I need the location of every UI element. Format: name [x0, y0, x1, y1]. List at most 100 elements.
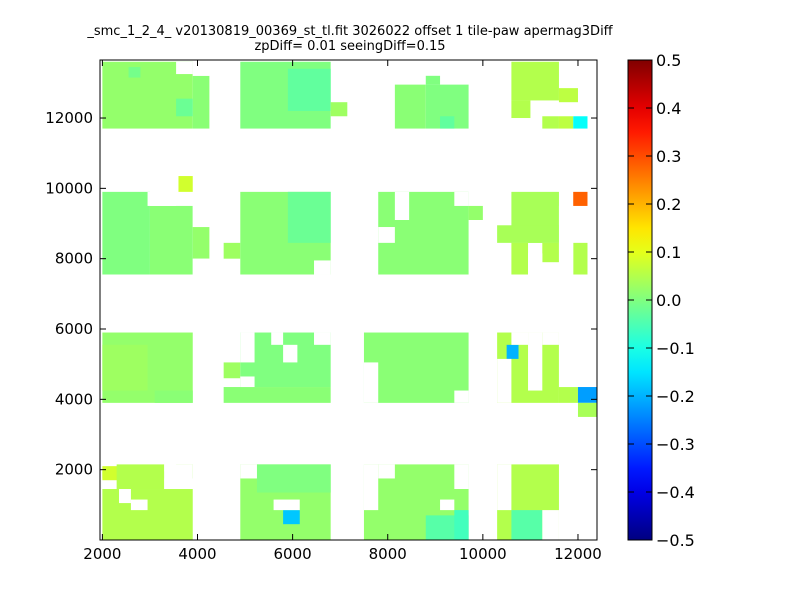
heatmap-cell: [558, 387, 578, 403]
x-tick-label: 4000: [178, 545, 216, 563]
x-tick-label: 12000: [554, 545, 602, 563]
heatmap-cell: [223, 362, 241, 379]
colorbar-tick-label: −0.2: [656, 387, 695, 406]
heatmap-cell: [256, 464, 331, 493]
heatmap-gap: [363, 464, 379, 511]
heatmap-gap: [283, 344, 298, 363]
heatmap-cell: [283, 510, 300, 525]
heatmap-gap: [314, 332, 331, 345]
colorbar: 0.5 0.4 0.3 0.2 0.1 0.0 −0.1 −0.2 −0.3 −0.4 −0.5: [627, 51, 695, 550]
heatmap-cell: [577, 402, 597, 417]
x-tick-label: 2000: [83, 545, 121, 563]
colorbar-tick-label: 0.5: [656, 51, 681, 70]
heatmap-gap: [454, 191, 469, 206]
colorbar-tick-label: −0.3: [656, 435, 695, 454]
heatmap-gap: [558, 205, 574, 275]
heatmap-cell: [511, 242, 529, 275]
heatmap-gap: [378, 227, 395, 243]
heatmap-gap: [130, 499, 148, 511]
x-tick-label: 10000: [459, 545, 507, 563]
colorbar-tick-label: −0.5: [656, 531, 695, 550]
colorbar-tick-label: 0.1: [656, 243, 681, 262]
heatmap-gap: [528, 332, 543, 391]
heatmap-cell: [223, 242, 241, 259]
plot-frame: [99, 59, 598, 541]
heatmap-gap: [363, 362, 379, 403]
heatmap-cell: [440, 116, 455, 129]
heatmap-cell: [149, 205, 193, 275]
heatmap-cell: [573, 191, 588, 206]
heatmap-cell: [192, 75, 210, 129]
y-tick-label: 12000: [45, 109, 93, 127]
heatmap-cell: [223, 387, 331, 403]
y-tick-label: 8000: [55, 250, 93, 268]
heatmap-cell: [102, 489, 193, 540]
heatmap-cell: [394, 84, 426, 129]
heatmap-gap: [314, 260, 331, 275]
heatmap-cell: [287, 68, 331, 111]
heatmap-cell: [468, 205, 483, 220]
heatmap-cell: [542, 116, 559, 129]
heatmap-cell: [425, 75, 441, 85]
colorbar-tick-label: 0.4: [656, 99, 681, 118]
heatmap-cell: [154, 390, 193, 403]
heatmap-cell: [454, 510, 469, 540]
heatmap-cell: [577, 387, 597, 403]
heatmap-cell: [511, 510, 543, 540]
heatmap-cell: [506, 344, 519, 359]
y-tick-label: 6000: [55, 320, 93, 338]
heatmap-cell: [511, 100, 531, 119]
chart-subtitle: zpDiff= 0.01 seeingDiff=0.15: [254, 39, 446, 54]
heatmap-gap: [240, 376, 255, 388]
x-tick-label: 8000: [369, 545, 407, 563]
x-axis: 2000 4000 6000 8000 10000 12000: [83, 60, 602, 563]
heatmap-gap: [378, 464, 395, 479]
colorbar-tick-label: −0.1: [656, 339, 695, 358]
heatmap-gap: [273, 499, 300, 511]
heatmap-cell: [363, 332, 469, 403]
heatmap-gap: [147, 191, 177, 206]
heatmap-gap: [497, 358, 512, 403]
heatmap-cell: [558, 116, 574, 129]
heatmap-gap: [440, 499, 455, 511]
heatmap-gap: [511, 332, 529, 345]
heatmap-gap: [192, 191, 210, 228]
heatmap-cell: [511, 61, 559, 101]
colorbar-tick-label: −0.4: [656, 483, 695, 502]
heatmap-gap: [558, 332, 578, 388]
heatmap-gap: [542, 510, 559, 540]
heatmap-gap: [192, 61, 210, 76]
y-axis: 2000 4000 6000 8000 10000 12000: [45, 109, 597, 479]
heatmap-cell: [542, 242, 559, 263]
heatmap-gap: [271, 332, 284, 345]
heatmap-cell: [330, 102, 348, 117]
heatmap-cell: [573, 242, 588, 275]
heatmap-cell: [102, 466, 120, 481]
heatmap-gap: [497, 464, 512, 511]
colorbar-tick-label: 0.2: [656, 195, 681, 214]
heatmap-gap: [542, 332, 559, 345]
y-tick-label: 2000: [55, 461, 93, 479]
heatmap-cell: [176, 98, 193, 117]
heatmap-cell: [287, 191, 331, 243]
heatmap-gap: [454, 390, 469, 403]
y-tick-label: 10000: [45, 179, 93, 197]
heatmap-gap: [176, 61, 193, 75]
colorbar-tick-label: 0.0: [656, 291, 681, 310]
heatmap-cell: [102, 344, 148, 391]
heatmap-cell: [497, 225, 559, 243]
heatmap-gaps: [119, 61, 578, 540]
x-tick-label: 6000: [274, 545, 312, 563]
heatmap-gap: [394, 191, 410, 220]
heatmap-gap: [454, 464, 469, 490]
y-tick-label: 4000: [55, 390, 93, 408]
heatmap-gap: [192, 258, 210, 275]
heatmap-cell: [128, 67, 141, 78]
heatmap-gap: [164, 464, 193, 490]
chart-title: _smc_1_2_4_ v20130819_00369_st_tl.fit 30…: [87, 24, 613, 39]
heatmap-gap: [528, 253, 543, 275]
heatmap-gap: [240, 464, 257, 479]
heatmap-cell: [192, 227, 210, 259]
heatmap-gap: [119, 489, 131, 504]
